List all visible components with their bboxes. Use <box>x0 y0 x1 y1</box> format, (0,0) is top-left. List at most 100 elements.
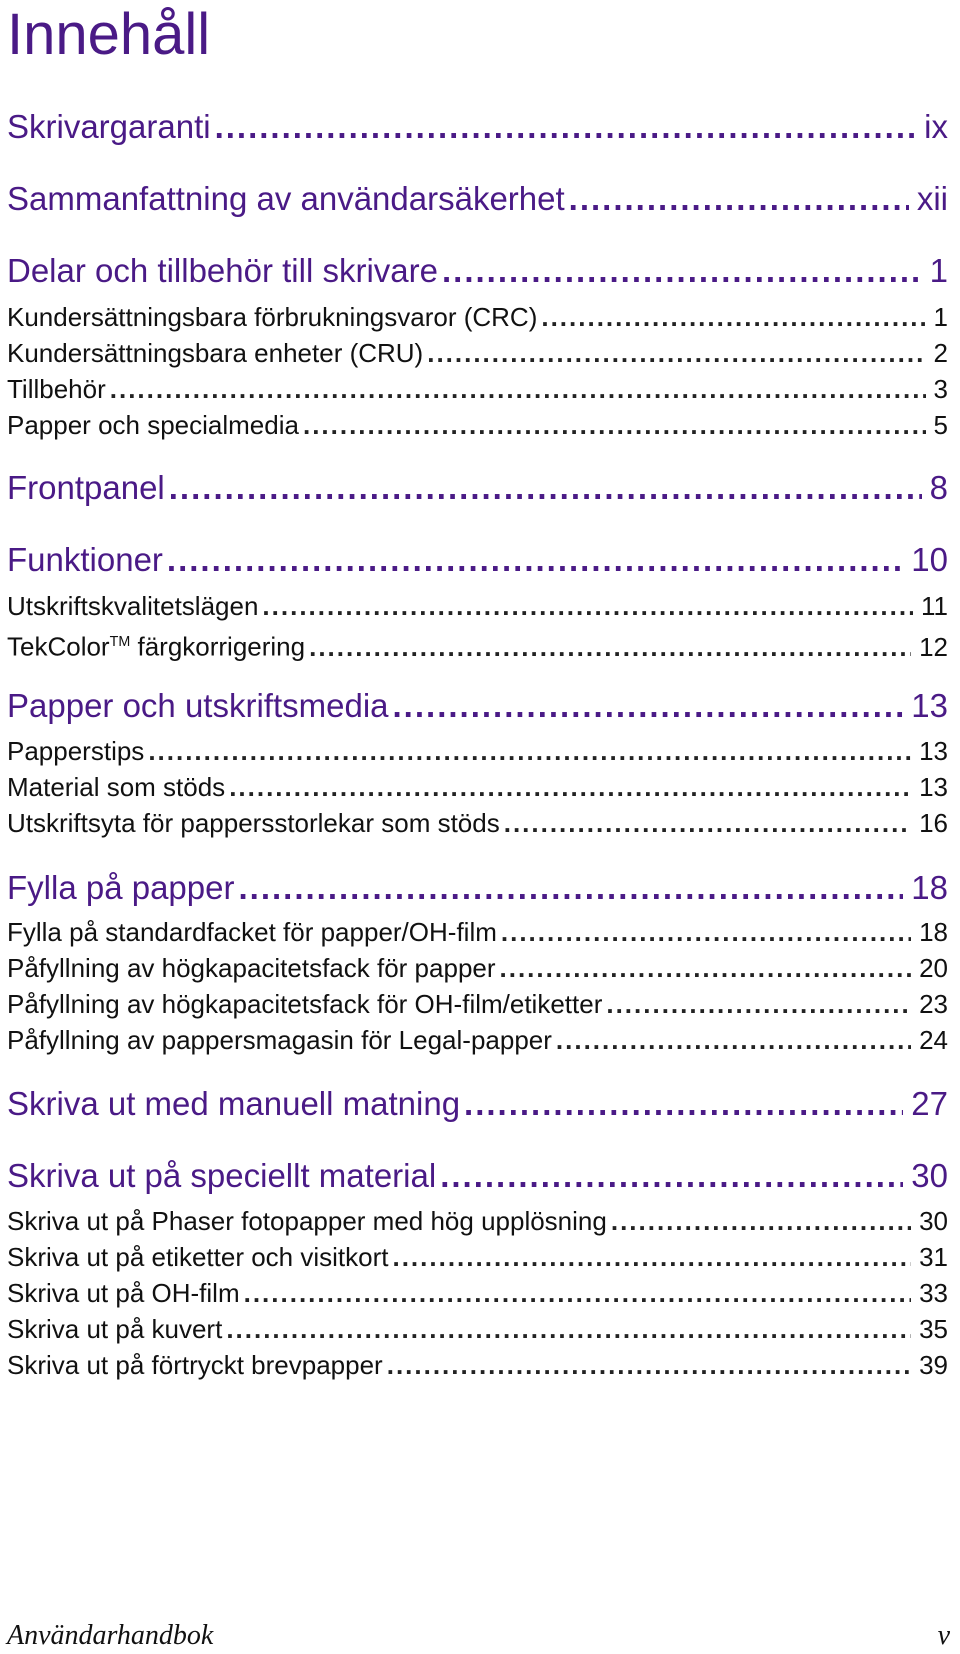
toc-label: Skriva ut med manuell matning <box>7 1085 461 1122</box>
dot-leader: ........................................… <box>243 1278 911 1308</box>
toc-label-rest: färgkorrigering <box>130 631 306 662</box>
toc-page-number: 1 <box>929 252 948 289</box>
dot-leader: ........................................… <box>441 252 922 289</box>
dot-leader: ........................................… <box>610 1206 911 1236</box>
toc-chapter[interactable]: Delar och tillbehör till skrivare ......… <box>7 251 948 291</box>
toc-label: Skriva ut på etiketter och visitkort <box>7 1242 389 1272</box>
toc-page-number: 12 <box>919 631 948 662</box>
toc-section[interactable]: Papper och specialmedia ................… <box>7 408 948 442</box>
toc-page-number: 20 <box>919 953 948 983</box>
toc-section[interactable]: Skriva ut på etiketter och visitkort ...… <box>7 1240 948 1274</box>
toc-page-number: 8 <box>929 469 948 506</box>
toc-label: Sammanfattning av användarsäkerhet <box>7 180 565 217</box>
toc-section[interactable]: Utskriftskvalitetslägen ................… <box>7 589 948 623</box>
toc-label: Skrivargaranti <box>7 108 211 145</box>
toc-label: TekColorTM färgkorrigering <box>7 625 305 664</box>
toc-label: Papperstips <box>7 736 145 766</box>
toc-label: Påfyllning av högkapacitetsfack för OH-f… <box>7 989 603 1019</box>
toc-section[interactable]: Påfyllning av pappersmagasin för Legal-p… <box>7 1023 948 1057</box>
toc-section[interactable]: Papperstips ............................… <box>7 734 948 768</box>
toc-page-number: 39 <box>919 1350 948 1380</box>
toc-label: Påfyllning av högkapacitetsfack för papp… <box>7 953 496 983</box>
dot-leader: ........................................… <box>503 808 911 838</box>
toc-chapter[interactable]: Frontpanel .............................… <box>7 468 948 508</box>
toc-chapter[interactable]: Skrivargaranti .........................… <box>7 107 948 147</box>
toc-label-brand: TekColor <box>7 631 110 662</box>
toc-label: Påfyllning av pappersmagasin för Legal-p… <box>7 1025 552 1055</box>
dot-leader: ........................................… <box>238 869 903 906</box>
toc-page-number: 27 <box>911 1085 948 1122</box>
toc-label: Papper och specialmedia <box>7 410 299 440</box>
toc-section[interactable]: Påfyllning av högkapacitetsfack för OH-f… <box>7 987 948 1021</box>
dot-leader: ........................................… <box>427 338 926 368</box>
toc-section[interactable]: Skriva ut på förtryckt brevpapper ......… <box>7 1348 948 1382</box>
toc-page-number: 16 <box>919 808 948 838</box>
toc-section[interactable]: Påfyllning av högkapacitetsfack för papp… <box>7 951 948 985</box>
toc-label: Skriva ut på OH-film <box>7 1278 240 1308</box>
toc-chapter[interactable]: Sammanfattning av användarsäkerhet .....… <box>7 179 948 219</box>
toc-chapter[interactable]: Fylla på papper ........................… <box>7 868 948 908</box>
toc-page-number: 18 <box>911 869 948 906</box>
dot-leader: ........................................… <box>214 108 917 145</box>
toc-chapter[interactable]: Funktioner .............................… <box>7 540 948 580</box>
toc-page-number: 11 <box>921 591 948 621</box>
toc-page-number: 5 <box>933 410 948 440</box>
toc-section[interactable]: TekColorTM färgkorrigering .............… <box>7 625 948 664</box>
dot-leader: ........................................… <box>148 736 912 766</box>
toc-page-number: 13 <box>919 772 948 802</box>
toc-page-number: 13 <box>919 736 948 766</box>
toc-label: Delar och tillbehör till skrivare <box>7 252 438 289</box>
dot-leader: ........................................… <box>500 917 911 947</box>
toc-label: Tillbehör <box>7 374 106 404</box>
toc-section[interactable]: Utskriftsyta för pappersstorlekar som st… <box>7 806 948 840</box>
toc-label: Skriva ut på Phaser fotopapper med hög u… <box>7 1206 607 1236</box>
toc-chapter[interactable]: Papper och utskriftsmedia ..............… <box>7 686 948 726</box>
dot-leader: ........................................… <box>109 374 926 404</box>
dot-leader: ........................................… <box>392 1242 912 1272</box>
toc-page-number: 13 <box>911 687 948 724</box>
toc-section[interactable]: Material som stöds .....................… <box>7 770 948 804</box>
dot-leader: ........................................… <box>226 1314 911 1344</box>
toc-page-number: 10 <box>911 541 948 578</box>
toc-page-number: 30 <box>911 1157 948 1194</box>
toc-page-number: ix <box>924 108 948 145</box>
toc-page-number: 35 <box>919 1314 948 1344</box>
toc-label: Kundersättningsbara förbrukningsvaror (C… <box>7 302 538 332</box>
toc-section[interactable]: Fylla på standardfacket för papper/OH-fi… <box>7 915 948 949</box>
dot-leader: ........................................… <box>568 180 909 217</box>
toc-page-number: 24 <box>919 1025 948 1055</box>
dot-leader: ........................................… <box>262 591 913 621</box>
toc-label: Fylla på standardfacket för papper/OH-fi… <box>7 917 497 947</box>
toc-section[interactable]: Skriva ut på OH-film ...................… <box>7 1276 948 1310</box>
toc-chapter[interactable]: Skriva ut på speciellt material ........… <box>7 1156 948 1196</box>
toc-label: Skriva ut på speciellt material <box>7 1157 437 1194</box>
toc-page-number: 3 <box>933 374 948 404</box>
dot-leader: ........................................… <box>541 302 926 332</box>
toc-label: Skriva ut på förtryckt brevpapper <box>7 1350 383 1380</box>
toc-label: Utskriftskvalitetslägen <box>7 591 259 621</box>
toc-page-number: 33 <box>919 1278 948 1308</box>
dot-leader: ........................................… <box>392 687 904 724</box>
dot-leader: ........................................… <box>606 989 911 1019</box>
dot-leader: ........................................… <box>499 953 912 983</box>
toc-label: Kundersättningsbara enheter (CRU) <box>7 338 424 368</box>
toc-section[interactable]: Kundersättningsbara förbrukningsvaror (C… <box>7 300 948 334</box>
toc-section[interactable]: Skriva ut på Phaser fotopapper med hög u… <box>7 1204 948 1238</box>
page-title: Innehåll <box>7 2 211 67</box>
dot-leader: ........................................… <box>229 772 912 802</box>
dot-leader: ........................................… <box>168 469 922 506</box>
toc-chapter[interactable]: Skriva ut med manuell matning ..........… <box>7 1084 948 1124</box>
toc-section[interactable]: Skriva ut på kuvert ....................… <box>7 1312 948 1346</box>
toc-section[interactable]: Kundersättningsbara enheter (CRU) ......… <box>7 336 948 370</box>
toc-label: Material som stöds <box>7 772 226 802</box>
toc-label: Skriva ut på kuvert <box>7 1314 223 1344</box>
toc-label: Fylla på papper <box>7 869 235 906</box>
toc-page-number: 2 <box>933 338 948 368</box>
dot-leader: ........................................… <box>302 410 926 440</box>
toc-section[interactable]: Tillbehör ..............................… <box>7 372 948 406</box>
toc-label: Utskriftsyta för pappersstorlekar som st… <box>7 808 500 838</box>
footer-manual-name: Användarhandbok <box>7 1620 214 1651</box>
toc-page-number: 31 <box>919 1242 948 1272</box>
toc-label: Frontpanel <box>7 469 165 506</box>
toc-label: Papper och utskriftsmedia <box>7 687 389 724</box>
